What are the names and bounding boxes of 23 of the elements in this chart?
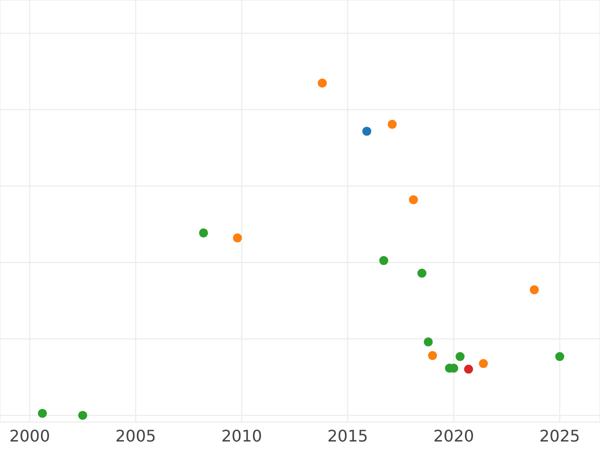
point: [388, 120, 397, 129]
x-tick-label: 2005: [115, 426, 156, 446]
point: [408, 195, 418, 204]
x-tick-label: 2015: [327, 426, 368, 446]
point: [78, 410, 88, 420]
x-tick-label: 2025: [539, 426, 580, 446]
point: [424, 337, 433, 346]
point: [318, 78, 327, 88]
point: [199, 228, 208, 238]
point: [417, 268, 426, 278]
point: [428, 351, 438, 360]
point: [478, 359, 488, 368]
point: [38, 408, 47, 418]
x-tick-label: 2010: [221, 426, 262, 446]
point: [379, 256, 388, 266]
x-tick-label: 2020: [433, 426, 474, 446]
point: [362, 126, 372, 136]
point: [456, 352, 465, 362]
point: [232, 233, 242, 242]
point: [530, 285, 539, 294]
point: [555, 352, 564, 362]
point: [464, 364, 474, 374]
x-tick-label: 2000: [9, 426, 50, 446]
